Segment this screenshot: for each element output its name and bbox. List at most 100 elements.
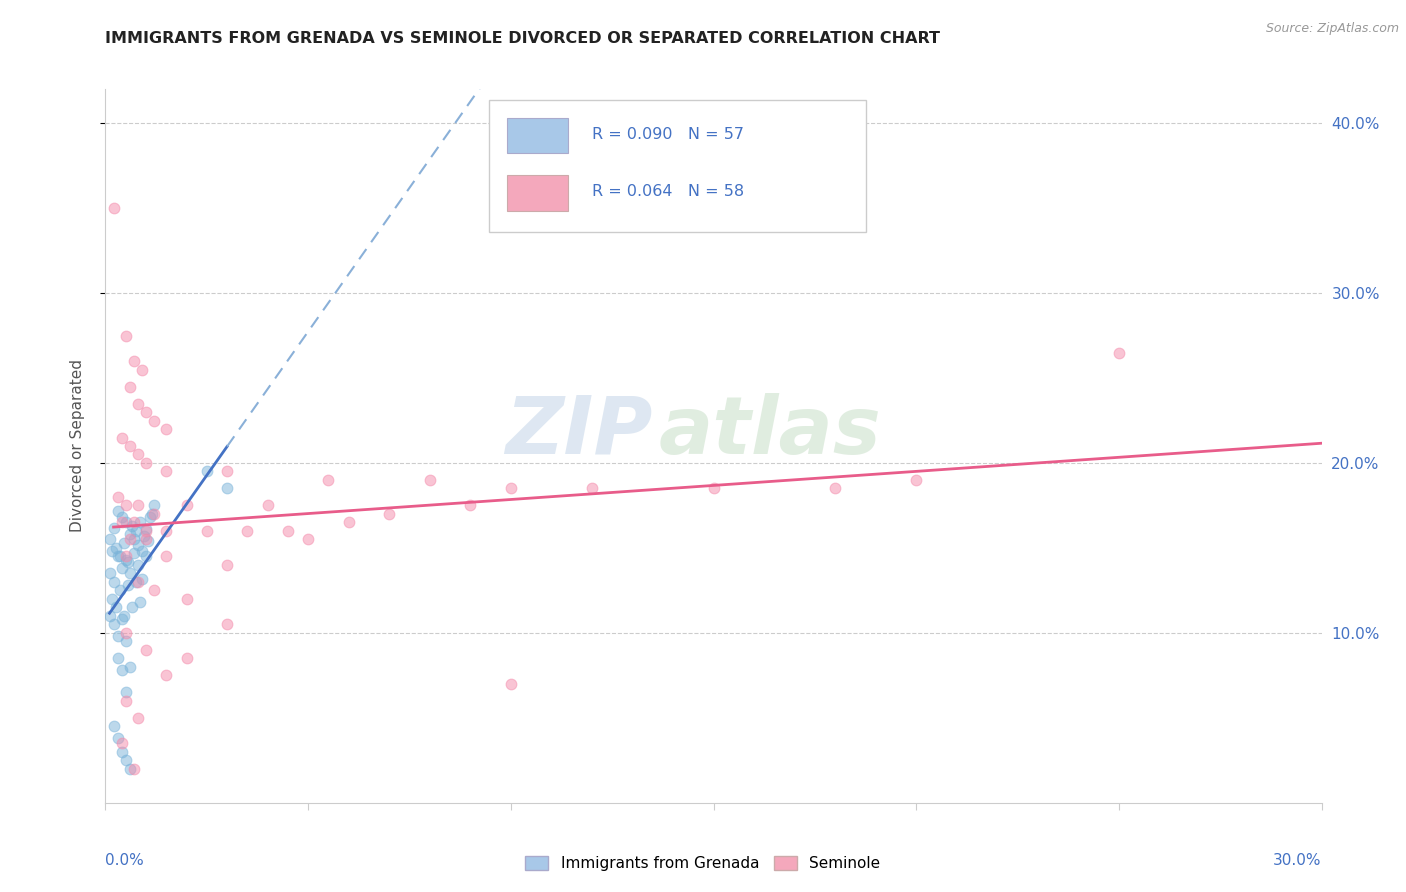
Point (136, 534, 159, 549)
Point (143, 583, 166, 598)
Point (236, 524, 259, 538)
Point (107, 549, 129, 564)
Point (117, 555, 139, 569)
Point (98, 533, 121, 547)
Point (122, 762, 145, 776)
Point (256, 499, 278, 513)
Point (143, 507, 166, 521)
Point (112, 608, 135, 623)
Point (419, 473, 441, 487)
Point (111, 430, 134, 444)
Point (111, 736, 134, 750)
Point (118, 379, 141, 393)
Text: Source: ZipAtlas.com: Source: ZipAtlas.com (1265, 22, 1399, 36)
Point (114, 634, 136, 648)
Point (155, 422, 177, 436)
Point (107, 731, 129, 746)
Text: atlas: atlas (659, 392, 882, 471)
Point (111, 612, 134, 626)
Point (111, 745, 134, 759)
Point (702, 482, 725, 496)
Point (127, 574, 149, 589)
Point (104, 600, 127, 615)
Legend: Immigrants from Grenada, Seminole: Immigrants from Grenada, Seminole (519, 850, 887, 877)
Point (143, 499, 166, 513)
Point (129, 516, 152, 530)
Point (129, 595, 152, 609)
Point (122, 546, 145, 560)
Point (217, 482, 239, 496)
Point (195, 465, 218, 479)
Point (118, 527, 141, 541)
Point (135, 456, 157, 470)
Point (155, 465, 177, 479)
Point (132, 529, 155, 543)
Point (127, 711, 149, 725)
Point (114, 549, 136, 564)
Point (111, 510, 134, 524)
Point (112, 536, 135, 550)
Point (195, 524, 218, 538)
Point (107, 503, 129, 517)
Point (127, 558, 149, 572)
Point (127, 537, 149, 551)
Bar (506, 118, 568, 153)
Point (107, 490, 129, 504)
Point (103, 617, 125, 632)
Point (107, 651, 129, 665)
Point (118, 566, 141, 581)
Point (103, 719, 125, 733)
Point (98, 608, 121, 623)
Point (114, 516, 136, 530)
Point (141, 507, 163, 521)
Point (114, 499, 136, 513)
Point (100, 544, 122, 558)
Point (111, 516, 134, 530)
Point (114, 694, 136, 708)
Point (135, 524, 157, 538)
Point (378, 507, 401, 521)
Point (100, 591, 122, 606)
Point (114, 685, 136, 699)
Point (108, 549, 131, 564)
Point (127, 499, 149, 513)
Point (905, 473, 928, 487)
Point (1108, 345, 1130, 359)
Point (176, 651, 198, 665)
Point (176, 591, 198, 606)
Point (139, 510, 162, 524)
Point (217, 558, 239, 572)
Point (108, 583, 131, 598)
Point (104, 541, 127, 555)
Point (118, 439, 141, 453)
Point (277, 524, 299, 538)
Point (114, 328, 136, 343)
Point (125, 574, 148, 589)
Point (111, 561, 134, 575)
Point (114, 753, 136, 767)
Point (135, 405, 157, 419)
Text: ZIP: ZIP (505, 392, 652, 471)
Point (155, 524, 177, 538)
Point (125, 524, 148, 538)
Point (118, 660, 141, 674)
Point (581, 482, 603, 496)
Point (107, 629, 129, 643)
Bar (506, 175, 568, 211)
Text: IMMIGRANTS FROM GRENADA VS SEMINOLE DIVORCED OR SEPARATED CORRELATION CHART: IMMIGRANTS FROM GRENADA VS SEMINOLE DIVO… (105, 31, 941, 46)
Point (217, 465, 239, 479)
Point (155, 668, 177, 682)
Point (297, 533, 319, 547)
Point (131, 544, 153, 558)
Point (111, 663, 134, 677)
Point (117, 578, 139, 592)
Point (98, 566, 121, 581)
Point (103, 520, 125, 534)
Point (121, 600, 143, 615)
Point (122, 533, 145, 547)
Point (176, 499, 198, 513)
Point (118, 533, 141, 547)
Text: 30.0%: 30.0% (1274, 853, 1322, 868)
Point (131, 572, 153, 586)
Point (458, 499, 481, 513)
